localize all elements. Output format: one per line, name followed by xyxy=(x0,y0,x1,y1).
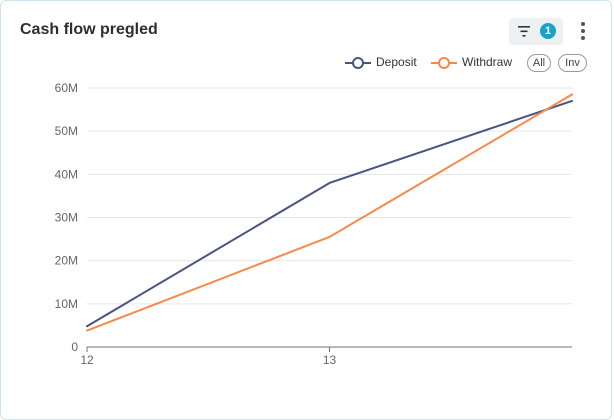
y-tick-label: 60M xyxy=(55,81,78,95)
card-title: Cash flow pregled xyxy=(20,21,158,38)
legend-item-deposit[interactable]: Deposit xyxy=(345,54,425,72)
more-vertical-icon xyxy=(581,22,585,26)
more-options-button[interactable] xyxy=(575,20,591,42)
series-line-deposit xyxy=(86,99,573,328)
inv-toggle-button[interactable]: Inv xyxy=(558,54,587,72)
legend-withdraw-label: Withdraw xyxy=(462,55,513,69)
legend-item-withdraw[interactable]: Withdraw xyxy=(431,54,521,72)
filter-count-badge: 1 xyxy=(540,23,556,39)
x-tick-label: 12 xyxy=(80,353,94,367)
legend-withdraw-marker xyxy=(431,57,457,69)
y-tick-label: 10M xyxy=(55,297,78,311)
x-tick-label: 13 xyxy=(323,353,337,367)
legend-deposit-marker xyxy=(345,57,371,69)
y-tick-label: 30M xyxy=(55,211,78,225)
y-tick-label: 20M xyxy=(55,254,78,268)
y-tick-label: 40M xyxy=(55,167,78,181)
y-tick-label: 50M xyxy=(55,124,78,138)
legend-deposit-label: Deposit xyxy=(376,55,417,69)
y-tick-label: 0 xyxy=(71,340,78,354)
series-line-withdraw xyxy=(86,93,573,332)
all-toggle-button[interactable]: All xyxy=(527,54,551,72)
line-chart: 0 10M 20M 30M 40M 50M 60M 12 13 xyxy=(55,81,573,367)
filter-button[interactable]: 1 xyxy=(509,18,563,45)
filter-icon xyxy=(518,26,530,37)
